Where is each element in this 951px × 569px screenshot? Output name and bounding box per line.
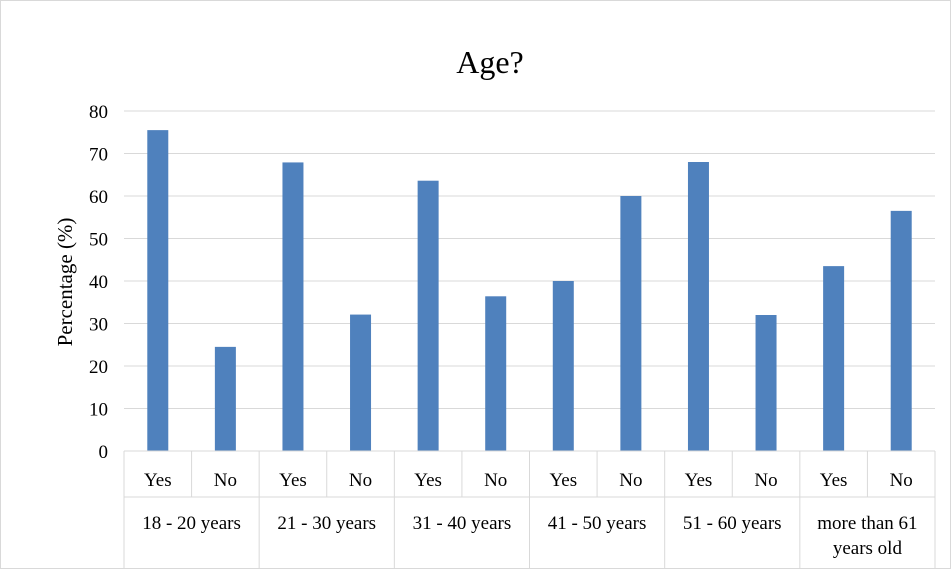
group-label: 31 - 40 years	[413, 513, 512, 534]
bar	[890, 210, 912, 451]
category-label: Yes	[685, 470, 713, 491]
bar	[620, 196, 642, 451]
category-label: No	[619, 470, 642, 491]
y-tick-label: 10	[89, 400, 108, 421]
bar	[687, 162, 709, 451]
y-axis-ticks: 0 10 20 30 40 50 60 70 80	[89, 102, 108, 463]
bar	[214, 346, 236, 451]
category-label: Yes	[820, 470, 848, 491]
category-label: No	[484, 470, 507, 491]
group-label: 41 - 50 years	[548, 513, 647, 534]
category-label: No	[890, 470, 913, 491]
y-tick-label: 80	[89, 102, 108, 123]
bars	[147, 130, 912, 452]
bar	[755, 315, 777, 451]
y-tick-label: 40	[89, 272, 108, 293]
chart-title: Age?	[456, 44, 524, 80]
bar	[282, 162, 304, 452]
group-label: 51 - 60 years	[683, 513, 782, 534]
category-label: No	[349, 470, 372, 491]
x-axis	[123, 450, 936, 569]
category-label: No	[214, 470, 237, 491]
y-tick-label: 20	[89, 357, 108, 378]
y-tick-label: 30	[89, 315, 108, 336]
group-label: 21 - 30 years	[277, 513, 376, 534]
bar	[147, 130, 169, 451]
bar	[552, 281, 574, 451]
group-label: more than 61	[817, 513, 917, 534]
bar	[823, 266, 845, 451]
category-label: Yes	[144, 470, 172, 491]
group-label: years old	[833, 538, 903, 559]
y-axis-label: Percentage (%)	[53, 218, 77, 347]
bar	[417, 180, 439, 451]
category-label: Yes	[549, 470, 577, 491]
x-axis-labels: Yes No 18 - 20 years Yes No 21 - 30 years Yes N…	[142, 470, 917, 559]
group-label: 18 - 20 years	[142, 513, 241, 534]
y-tick-label: 60	[89, 187, 108, 208]
bar	[350, 314, 372, 451]
category-label: No	[754, 470, 777, 491]
y-tick-label: 0	[99, 442, 109, 463]
category-label: Yes	[279, 470, 307, 491]
category-label: Yes	[414, 470, 442, 491]
y-tick-label: 50	[89, 230, 108, 251]
y-tick-label: 70	[89, 145, 108, 166]
bar	[485, 296, 507, 451]
gridlines	[124, 110, 935, 409]
